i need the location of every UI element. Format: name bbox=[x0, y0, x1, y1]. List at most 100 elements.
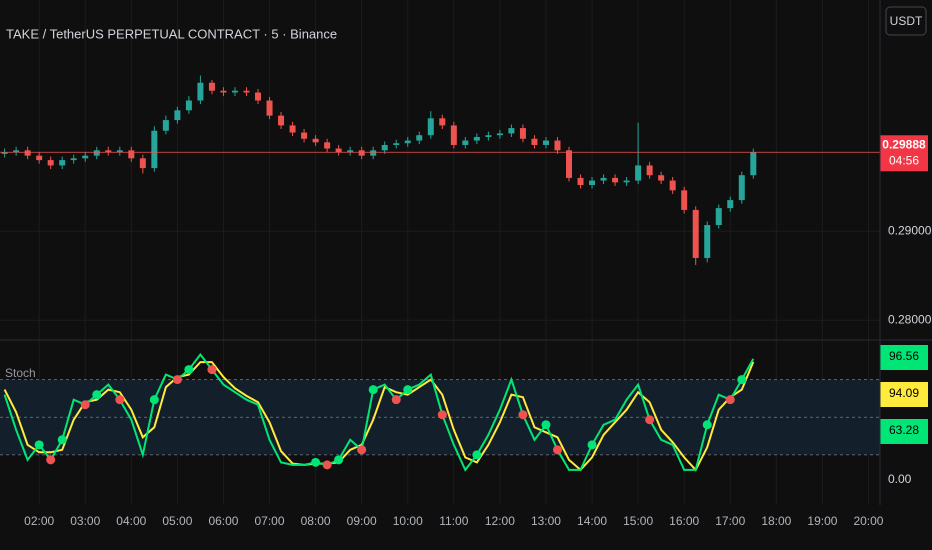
candle-body bbox=[450, 125, 457, 145]
candle-body bbox=[324, 142, 331, 149]
indicator-title: Stoch bbox=[5, 366, 36, 380]
candle-body bbox=[162, 120, 169, 131]
cross-dot bbox=[587, 440, 597, 450]
cross-dot bbox=[80, 400, 90, 410]
x-tick-label: 11:00 bbox=[439, 514, 468, 528]
stoch-line bbox=[3, 352, 755, 472]
last-value-box bbox=[880, 419, 928, 444]
candle-body bbox=[393, 143, 400, 145]
candle-body bbox=[566, 150, 573, 178]
x-tick-label: 13:00 bbox=[531, 514, 561, 528]
x-tick-label: 18:00 bbox=[761, 514, 791, 528]
candle-body bbox=[174, 110, 181, 121]
candle-body bbox=[358, 150, 365, 156]
x-tick-label: 07:00 bbox=[255, 514, 285, 528]
candle-body bbox=[692, 209, 699, 258]
candle-body bbox=[519, 128, 526, 139]
candle-body bbox=[255, 92, 262, 101]
last-price-box bbox=[880, 135, 928, 172]
candle-body bbox=[381, 144, 388, 151]
candle-body bbox=[151, 130, 158, 169]
cross-dot bbox=[541, 420, 551, 430]
candle-body bbox=[24, 150, 31, 156]
candle-body bbox=[312, 138, 319, 143]
x-tick-label: 09:00 bbox=[347, 514, 377, 528]
candle-body bbox=[427, 118, 434, 136]
candle-body bbox=[82, 155, 89, 159]
candle-body bbox=[542, 140, 549, 145]
last-price-label: 0.29888 bbox=[882, 137, 926, 151]
x-tick-label: 04:00 bbox=[116, 514, 146, 528]
x-tick-label: 14:00 bbox=[577, 514, 607, 528]
candle-body bbox=[704, 225, 711, 258]
cross-dot bbox=[46, 455, 56, 465]
candle-body bbox=[289, 125, 296, 133]
candle-body bbox=[347, 150, 354, 153]
cross-dot bbox=[357, 445, 367, 455]
candle-body bbox=[473, 136, 480, 141]
candle-body bbox=[128, 150, 135, 159]
candle-body bbox=[681, 190, 688, 210]
x-tick-label: 08:00 bbox=[301, 514, 331, 528]
candle-body bbox=[1, 152, 8, 154]
candle-body bbox=[301, 132, 308, 139]
candle-body bbox=[439, 118, 446, 126]
candle-body bbox=[139, 158, 146, 169]
cross-dot bbox=[34, 440, 44, 450]
stoch-line bbox=[3, 361, 755, 472]
last-value-box bbox=[880, 345, 928, 370]
candle-body bbox=[738, 175, 745, 201]
candle-body bbox=[750, 152, 757, 176]
x-tick-label: 02:00 bbox=[24, 514, 54, 528]
candle-body bbox=[715, 208, 722, 226]
candle-body bbox=[589, 180, 596, 186]
candle-body bbox=[197, 82, 204, 101]
candle-body bbox=[508, 128, 515, 134]
x-tick-label: 10:00 bbox=[393, 514, 423, 528]
x-tick-label: 12:00 bbox=[485, 514, 515, 528]
candle-body bbox=[278, 115, 285, 126]
cross-dot bbox=[391, 395, 401, 405]
candle-body bbox=[266, 100, 273, 116]
candle-body bbox=[116, 150, 123, 153]
cross-dot bbox=[368, 385, 378, 395]
candle-body bbox=[727, 200, 734, 209]
last-value-label: 94.09 bbox=[889, 386, 919, 400]
cross-dot bbox=[184, 365, 194, 375]
candle-body bbox=[47, 160, 54, 166]
candle-body bbox=[416, 135, 423, 141]
candle-body bbox=[404, 140, 411, 144]
candle-body bbox=[243, 90, 250, 93]
candle-body bbox=[370, 150, 377, 156]
cross-dot bbox=[437, 410, 447, 420]
currency-label[interactable]: USDT bbox=[890, 14, 923, 28]
currency-button[interactable] bbox=[885, 6, 927, 36]
candle-body bbox=[70, 158, 77, 161]
cross-dot bbox=[57, 435, 67, 445]
last-value-label: 63.28 bbox=[889, 423, 919, 437]
cross-dot bbox=[311, 457, 321, 467]
cross-dot bbox=[334, 455, 344, 465]
cross-dot bbox=[322, 460, 332, 470]
x-tick-label: 03:00 bbox=[70, 514, 100, 528]
cross-dot bbox=[149, 395, 159, 405]
candle-body bbox=[600, 177, 607, 181]
candle-body bbox=[335, 148, 342, 153]
cross-dot bbox=[472, 450, 482, 460]
y-tick-label: 0.00 bbox=[888, 472, 912, 486]
candle-body bbox=[669, 180, 676, 191]
candle-body bbox=[496, 133, 503, 136]
cross-dot bbox=[172, 375, 182, 385]
x-tick-label: 06:00 bbox=[208, 514, 238, 528]
x-tick-label: 16:00 bbox=[669, 514, 699, 528]
x-tick-label: 05:00 bbox=[162, 514, 192, 528]
x-tick-label: 17:00 bbox=[715, 514, 745, 528]
candle-body bbox=[13, 150, 20, 153]
candle-body bbox=[485, 135, 492, 137]
candle-body bbox=[105, 150, 112, 153]
y-tick-label: 0.28000 bbox=[888, 312, 932, 326]
x-tick-label: 20:00 bbox=[853, 514, 883, 528]
candle-body bbox=[531, 138, 538, 145]
candle-body bbox=[612, 177, 619, 183]
candle-body bbox=[462, 140, 469, 145]
